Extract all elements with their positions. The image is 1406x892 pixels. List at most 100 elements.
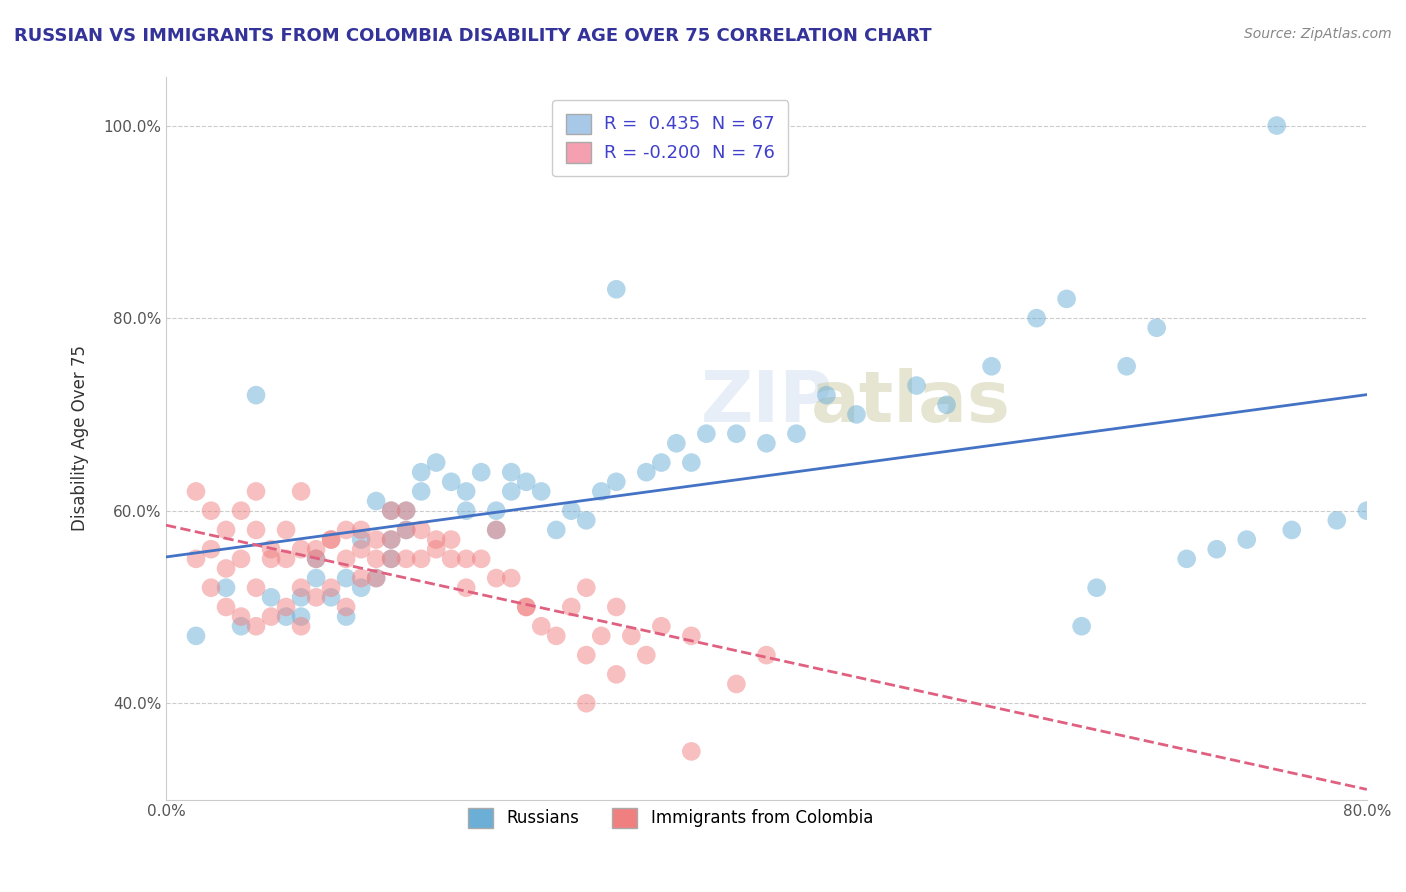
Point [485, 523, 508, 537]
Point [290, 484, 312, 499]
Point [1085, 581, 1108, 595]
Point [200, 581, 222, 595]
Point [215, 561, 238, 575]
Point [290, 619, 312, 633]
Text: ZIP: ZIP [700, 368, 832, 437]
Point [395, 504, 418, 518]
Point [1025, 311, 1047, 326]
Point [725, 677, 748, 691]
Point [335, 599, 357, 614]
Point [605, 282, 627, 296]
Point [395, 504, 418, 518]
Point [305, 551, 328, 566]
Point [305, 551, 328, 566]
Point [366, 571, 388, 585]
Point [229, 551, 252, 566]
Text: Source: ZipAtlas.com: Source: ZipAtlas.com [1244, 27, 1392, 41]
Point [485, 523, 508, 537]
Point [1355, 504, 1378, 518]
Point [319, 591, 342, 605]
Point [501, 484, 523, 499]
Point [650, 456, 672, 470]
Point [755, 436, 778, 450]
Point [1056, 292, 1078, 306]
Point [215, 599, 238, 614]
Point [229, 619, 252, 633]
Point [1236, 533, 1258, 547]
Point [620, 629, 643, 643]
Point [530, 619, 553, 633]
Point [200, 542, 222, 557]
Point [591, 484, 613, 499]
Point [290, 591, 312, 605]
Point [650, 619, 672, 633]
Point [411, 551, 433, 566]
Point [456, 484, 478, 499]
Point [485, 571, 508, 585]
Point [366, 533, 388, 547]
Point [605, 599, 627, 614]
Point [575, 581, 598, 595]
Point [546, 523, 568, 537]
Point [274, 523, 297, 537]
Point [335, 523, 357, 537]
Point [350, 581, 373, 595]
Point [411, 465, 433, 479]
Point [319, 581, 342, 595]
Point [245, 388, 267, 402]
Point [636, 465, 658, 479]
Point [411, 523, 433, 537]
Point [260, 609, 283, 624]
Legend: Russians, Immigrants from Colombia: Russians, Immigrants from Colombia [461, 801, 880, 835]
Point [470, 465, 492, 479]
Point [184, 551, 207, 566]
Point [440, 551, 463, 566]
Point [440, 533, 463, 547]
Point [425, 456, 447, 470]
Point [380, 551, 402, 566]
Point [305, 591, 328, 605]
Point [215, 523, 238, 537]
Point [905, 378, 928, 392]
Point [380, 504, 402, 518]
Point [681, 456, 703, 470]
Point [350, 523, 373, 537]
Point [260, 551, 283, 566]
Point [245, 484, 267, 499]
Point [366, 551, 388, 566]
Point [665, 436, 688, 450]
Point [245, 523, 267, 537]
Point [350, 542, 373, 557]
Point [456, 504, 478, 518]
Point [395, 523, 418, 537]
Point [290, 542, 312, 557]
Point [274, 609, 297, 624]
Point [695, 426, 717, 441]
Point [229, 609, 252, 624]
Point [274, 599, 297, 614]
Point [215, 581, 238, 595]
Point [815, 388, 838, 402]
Point [395, 551, 418, 566]
Point [530, 484, 553, 499]
Point [366, 494, 388, 508]
Point [395, 523, 418, 537]
Point [515, 475, 537, 489]
Point [411, 484, 433, 499]
Point [425, 533, 447, 547]
Point [305, 542, 328, 557]
Point [380, 533, 402, 547]
Point [785, 426, 807, 441]
Point [605, 667, 627, 681]
Point [560, 599, 582, 614]
Point [501, 571, 523, 585]
Point [319, 533, 342, 547]
Point [575, 696, 598, 710]
Point [184, 629, 207, 643]
Point [1070, 619, 1092, 633]
Point [515, 599, 537, 614]
Y-axis label: Disability Age Over 75: Disability Age Over 75 [72, 345, 89, 532]
Point [440, 475, 463, 489]
Point [335, 571, 357, 585]
Point [229, 504, 252, 518]
